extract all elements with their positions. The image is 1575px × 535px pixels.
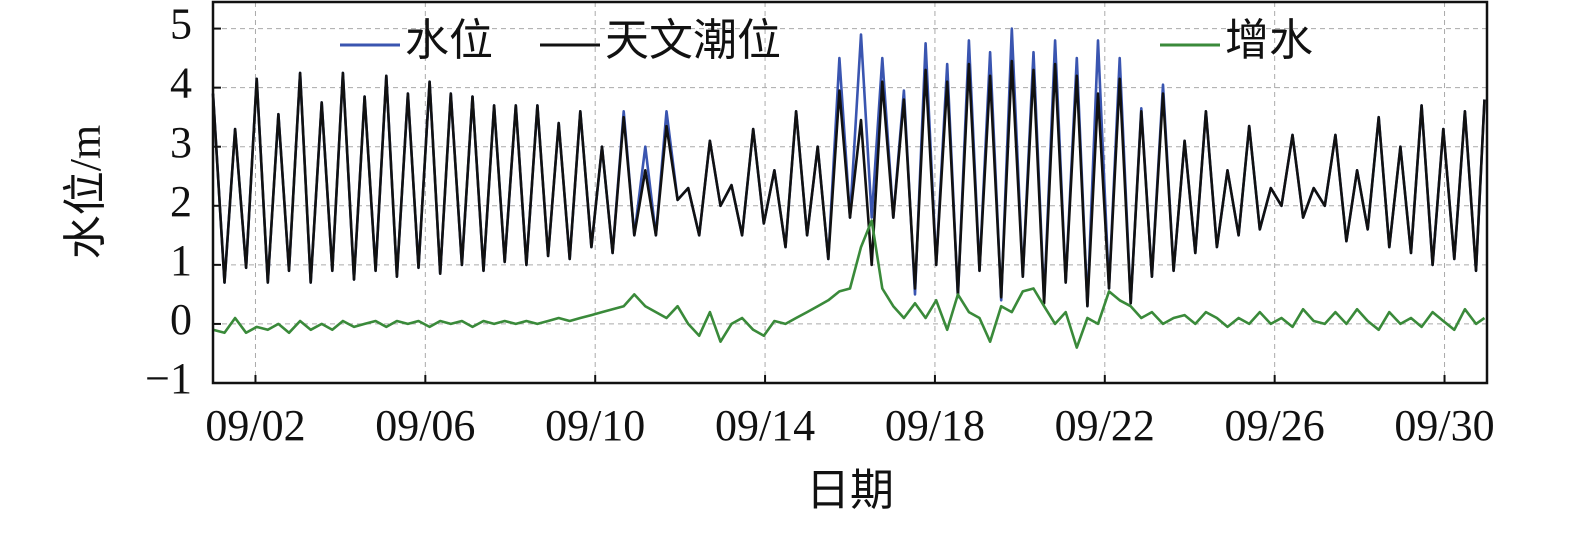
y-tick-label: 1 <box>170 236 192 285</box>
y-tick-label: 4 <box>170 59 192 108</box>
x-tick-label: 09/30 <box>1394 401 1494 450</box>
x-tick-label: 09/06 <box>375 401 475 450</box>
y-tick-label: 0 <box>170 295 192 344</box>
x-tick-label: 09/10 <box>545 401 645 450</box>
legend-label: 天文潮位 <box>605 16 781 65</box>
x-tick-label: 09/22 <box>1055 401 1155 450</box>
y-tick-label: 5 <box>170 0 192 49</box>
x-tick-label: 09/26 <box>1225 401 1325 450</box>
x-axis-label: 日期 <box>806 466 894 515</box>
y-axis-label: 水位/m <box>61 125 110 259</box>
y-tick-label: −1 <box>145 354 192 403</box>
y-tick-label: 3 <box>170 118 192 167</box>
legend-label: 增水 <box>1225 16 1313 65</box>
x-tick-label: 09/18 <box>885 401 985 450</box>
x-tick-label: 09/02 <box>205 401 305 450</box>
plot-frame <box>211 0 1489 385</box>
x-tick-label: 09/14 <box>715 401 815 450</box>
y-tick-label: 2 <box>170 177 192 226</box>
legend-label: 水位 <box>405 16 493 65</box>
series-line <box>211 59 1486 308</box>
series-line <box>212 219 1486 349</box>
